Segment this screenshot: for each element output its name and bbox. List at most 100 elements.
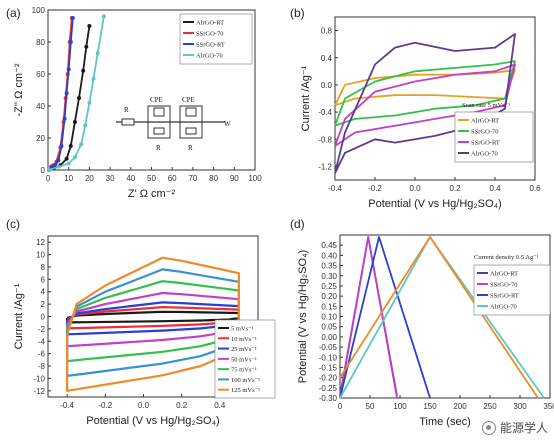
chart-panel-3: (c) -0.4 -0.2 0.0 0.2 0.4 -12 -10 -8 -6 -4 -2 0 2 4 6 8 1… [6, 217, 276, 427]
series-line [339, 236, 398, 397]
y-axis-label: Current /Ag⁻¹ [300, 65, 312, 131]
x-tick-label: -0.2 [98, 401, 112, 410]
x-tick-label: -0.4 [328, 184, 342, 193]
y-tick-label: -4 [38, 337, 46, 346]
x-tick-label: 0 [46, 174, 51, 183]
y-tick-label: 0.8 [321, 27, 333, 36]
y-tick-label: 12 [36, 238, 45, 247]
data-point [56, 158, 61, 163]
data-point [68, 40, 73, 44]
y-tick-label: -0.8 [318, 135, 332, 144]
y-tick-label: 60 [36, 70, 45, 79]
circuit-label: R [124, 106, 129, 114]
data-point [62, 116, 67, 121]
legend-label: SSrGO-RT [196, 42, 225, 49]
legend-label: 75 mVs⁻¹ [231, 367, 257, 374]
y-tick-label: 6 [41, 275, 46, 284]
series-line [339, 236, 545, 399]
y-tick-label: -1.2 [318, 162, 332, 171]
data-point [53, 163, 58, 168]
x-tick-label: 50 [366, 402, 375, 411]
legend-label: AlrGO-70 [196, 53, 223, 60]
y-tick-label: 0.00 [321, 333, 337, 342]
data-point [84, 44, 89, 49]
legend-label: AlrGO-70 [490, 304, 517, 311]
circuit-label: CPE [150, 96, 163, 104]
legend-label: 125 mVs⁻¹ [231, 387, 260, 394]
x-tick-label: 100 [248, 174, 262, 183]
data-point [59, 144, 64, 148]
y-tick-label: 40 [36, 102, 45, 111]
data-point [81, 68, 86, 73]
chart-panel-4: (d) 0 50 100 150 200 250 300 350 -0.30-0.25-0.20 -… [290, 217, 554, 428]
data-point [66, 161, 71, 166]
watermark: 能源学人 [481, 419, 548, 436]
y-axis-label: Current /Ag⁻¹ [13, 283, 25, 349]
data-point [68, 144, 73, 148]
watermark-text: 能源学人 [499, 421, 548, 435]
y-tick-label: -12 [33, 387, 45, 396]
circuit-label: R [188, 144, 193, 152]
rc-block [179, 105, 203, 139]
y-tick-label: 0.45 [321, 241, 337, 250]
y-tick-label: -0.25 [319, 384, 338, 393]
legend-label: AlrGO-70 [471, 151, 498, 158]
legend-label: SSrGO-70 [196, 31, 223, 38]
x-tick-label: 30 [106, 174, 115, 183]
panel-label: (b) [290, 6, 305, 20]
resistor-symbol [121, 118, 135, 126]
data-point [72, 120, 77, 124]
x-tick-label: 300 [513, 402, 527, 411]
y-tick-label: 0.25 [321, 282, 337, 291]
y-tick-label: 100 [32, 6, 46, 15]
y-tick-label: -0.30 [319, 394, 338, 403]
y-tick-label: -0.20 [319, 374, 338, 383]
x-tick-label: 80 [209, 174, 218, 183]
x-tick-label: 10 [64, 174, 73, 183]
y-tick-label: -6 [38, 350, 46, 359]
legend-label: 25 mVs⁻¹ [231, 346, 257, 353]
y-tick-label: 0.20 [321, 292, 337, 301]
data-point [91, 76, 96, 81]
data-point [101, 14, 106, 19]
x-tick-label: 0 [338, 402, 343, 411]
y-tick-label: 10 [36, 251, 45, 260]
legend-label: AlrGO-RT [196, 20, 224, 27]
legend-label: 10 mVs⁻¹ [231, 336, 257, 343]
resistor-symbol [153, 127, 165, 135]
x-tick-label: -0.4 [60, 401, 74, 410]
series-line [334, 33, 516, 174]
legend-label: 5 mVs⁻¹ [231, 326, 254, 333]
y-tick-label: -2 [38, 325, 46, 334]
y-axis-label: Potential (V vs Hg/Hg₂SO₄) [297, 250, 309, 383]
y-tick-label: -0.4 [318, 108, 332, 117]
x-tick-label: 0.2 [176, 401, 188, 410]
annotation-text: Current density 0.5 Ag⁻¹ [474, 254, 539, 261]
y-tick-label: 0.35 [321, 262, 337, 271]
y-tick-label: 0 [41, 166, 46, 175]
circuit-label: W [224, 120, 231, 128]
y-tick-label: -10 [33, 374, 45, 383]
series-line [334, 69, 516, 107]
x-tick-label: 200 [453, 402, 467, 411]
y-tick-label: 8 [41, 263, 46, 272]
x-tick-label: -0.2 [368, 184, 382, 193]
x-tick-label: 60 [168, 174, 177, 183]
annotation-text: Scan rate 5 mVs⁻¹ [462, 102, 510, 109]
data-point [70, 16, 75, 20]
x-tick-label: 40 [126, 174, 135, 183]
legend-label: 100 mVs⁻¹ [231, 377, 260, 384]
cpe-symbol [153, 107, 165, 117]
x-tick-label: 0.4 [489, 184, 501, 193]
y-tick-label: 0.0 [321, 81, 333, 90]
y-tick-label: -8 [38, 362, 46, 371]
y-tick-label: 2 [41, 300, 46, 309]
y-tick-label: -0.15 [319, 363, 338, 372]
chart-panel-2: (b) -0.4 -0.2 0.0 0.2 0.4 0.6 -1.2 -0.8 -0.4 0.0 0.… [290, 6, 541, 210]
x-axis-label: Potential (V vs Hg/Hg₂SO₄) [86, 415, 219, 427]
data-point [56, 164, 61, 169]
data-point [77, 96, 82, 100]
data-point [64, 156, 69, 161]
y-tick-label: 80 [36, 38, 45, 47]
x-axis-label: Potential (V vs Hg/Hg₂SO₄) [368, 198, 501, 210]
